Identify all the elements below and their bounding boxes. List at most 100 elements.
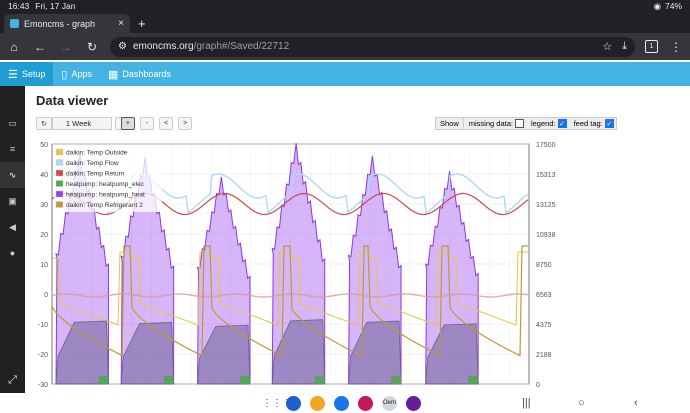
hamburger-icon: ☰ bbox=[8, 68, 18, 81]
missing-data-label: missing data: bbox=[468, 119, 513, 128]
y-left-tick-label: -20 bbox=[38, 352, 48, 359]
dashboard-icon: ▦ bbox=[107, 68, 119, 81]
browser-tab-strip: Emoncms - graph × + bbox=[0, 12, 690, 33]
y-right-tick-label: 17500 bbox=[536, 142, 556, 149]
app-contacts-icon[interactable] bbox=[286, 395, 301, 411]
address-bar[interactable]: ⚙ emoncms.org/graph#/Saved/22712 ☆ ⤓ bbox=[110, 36, 635, 57]
show-label: Show bbox=[436, 118, 464, 129]
back-button-icon[interactable]: ‹ bbox=[634, 397, 638, 409]
nav-setup-label: Setup bbox=[21, 69, 46, 79]
series-heatpump-elec-low bbox=[163, 375, 174, 384]
browser-toolbar: ⌂ ← → ↻ ⚙ emoncms.org/graph#/Saved/22712… bbox=[0, 33, 690, 60]
y-left-tick-label: 20 bbox=[40, 232, 48, 239]
y-left-tick-label: -10 bbox=[38, 322, 48, 329]
y-right-tick-label: 0 bbox=[536, 382, 540, 389]
y-left-tick-label: 50 bbox=[40, 142, 48, 149]
legend-label: legend: bbox=[530, 119, 556, 128]
recents-icon[interactable]: ||| bbox=[522, 397, 531, 409]
forward-icon[interactable]: → bbox=[60, 39, 72, 54]
pan-left-button[interactable]: < bbox=[158, 117, 174, 130]
sidebar-user-icon[interactable]: ● bbox=[9, 248, 16, 258]
tab-switcher-button[interactable]: 1 bbox=[645, 40, 658, 53]
sidebar: ▭ ≡ ∿ ▣ ◀ ● ⤢ bbox=[0, 86, 25, 393]
legend-box bbox=[54, 146, 162, 212]
y-left-tick-label: 10 bbox=[40, 262, 48, 269]
refresh-icon: ↻ bbox=[41, 120, 47, 128]
display-options: Show missing data: legend: ✓ feed tag: ✓ bbox=[435, 117, 617, 130]
legend-entry: heatpump: heatpump_heat bbox=[66, 192, 145, 199]
y-right-tick-label: 13125 bbox=[536, 202, 556, 209]
status-time: 16:43 bbox=[8, 1, 30, 11]
y-right-tick-label: 8750 bbox=[536, 262, 552, 269]
data-graph[interactable]: 50 17500 40 15313 30 13125 20 10938 10 8750 0 6563 -… bbox=[25, 138, 690, 393]
sidebar-feeds-icon[interactable]: ≡ bbox=[9, 144, 16, 154]
y-left-tick-label: 0 bbox=[44, 292, 48, 299]
home-icon[interactable]: ⌂ bbox=[10, 39, 18, 54]
nav-dashboards-label: Dashboards bbox=[122, 69, 171, 79]
emoncms-favicon-icon bbox=[10, 19, 19, 28]
wifi-icon: ◉ bbox=[653, 0, 661, 11]
nav-apps-label: Apps bbox=[71, 69, 92, 79]
series-temp-refrigerant bbox=[51, 245, 528, 358]
series-heatpump-elec-low bbox=[239, 375, 250, 384]
page-title: Data viewer bbox=[36, 93, 109, 108]
zoom-in-button[interactable]: + bbox=[120, 117, 135, 130]
legend-entry: daikin: Temp Refrigerant 2 bbox=[66, 202, 143, 209]
zoom-out-button[interactable]: - bbox=[139, 117, 154, 130]
series-heatpump-elec-low bbox=[98, 375, 109, 384]
missing-data-checkbox[interactable] bbox=[514, 119, 524, 128]
browser-tab[interactable]: Emoncms - graph × bbox=[4, 14, 130, 33]
apps-icon: ▯ bbox=[61, 68, 68, 81]
app-dock: ⋮⋮⋮ Oem bbox=[262, 393, 421, 413]
y-left-tick-label: 30 bbox=[40, 202, 48, 209]
app-messages-icon[interactable] bbox=[334, 395, 349, 411]
main-content: Data viewer ↻ 1 Week + - < > Show missin… bbox=[25, 86, 690, 393]
new-tab-button[interactable]: + bbox=[138, 16, 146, 31]
url-path: /graph#/Saved/22712 bbox=[193, 41, 290, 52]
app-email-icon[interactable] bbox=[406, 395, 421, 411]
sidebar-device-icon[interactable]: ▣ bbox=[8, 195, 17, 206]
app-files-icon[interactable] bbox=[310, 395, 325, 411]
app-camera-icon[interactable] bbox=[358, 395, 373, 411]
legend-checkbox[interactable]: ✓ bbox=[557, 119, 567, 128]
menu-dots-icon[interactable]: ⋮ bbox=[670, 39, 682, 54]
feed-tag-checkbox[interactable]: ✓ bbox=[604, 119, 614, 128]
sidebar-admin-icon[interactable]: ◀ bbox=[9, 221, 16, 232]
close-tab-icon[interactable]: × bbox=[118, 18, 124, 29]
sidebar-graphs-icon[interactable]: ∿ bbox=[0, 162, 25, 188]
y-right-tick-label: 15313 bbox=[536, 172, 556, 179]
emoncms-navbar: ☰ Setup ▯ Apps ▦ Dashboards bbox=[0, 62, 690, 86]
download-icon[interactable]: ⤓ bbox=[622, 40, 627, 52]
app-drawer-icon[interactable]: ⋮⋮⋮ bbox=[262, 397, 292, 409]
url-domain: emoncms.org bbox=[132, 41, 194, 52]
y-right-tick-label: 2188 bbox=[536, 352, 552, 359]
system-status-bar: 16:43 Fri, 17 Jan ◉ 74% bbox=[0, 0, 690, 12]
nav-setup[interactable]: ☰ Setup bbox=[0, 62, 54, 86]
nav-dashboards[interactable]: ▦ Dashboards bbox=[100, 62, 179, 86]
reload-icon[interactable]: ↻ bbox=[86, 39, 98, 54]
series-heatpump-elec-low bbox=[468, 375, 479, 384]
tab-title: Emoncms - graph bbox=[24, 18, 96, 29]
app-openenergy-icon[interactable]: Oem bbox=[382, 395, 397, 411]
refresh-button[interactable]: ↻ bbox=[36, 117, 52, 130]
timescale-select[interactable]: 1 Week bbox=[51, 117, 112, 130]
legend-entry: daikin: Temp Return bbox=[66, 171, 125, 178]
sidebar-inputs-icon[interactable]: ▭ bbox=[8, 117, 17, 128]
legend-entry: daikin: Temp Outside bbox=[66, 150, 128, 157]
site-info-icon[interactable]: ⚙ bbox=[118, 41, 127, 52]
pan-right-button[interactable]: > bbox=[178, 117, 193, 130]
series-heatpump-elec bbox=[55, 319, 479, 385]
nav-apps[interactable]: ▯ Apps bbox=[53, 62, 100, 86]
series-heatpump-elec-low bbox=[314, 375, 325, 384]
status-date: Fri, 17 Jan bbox=[35, 1, 76, 11]
legend-swatch bbox=[55, 201, 64, 208]
home-button-icon[interactable]: ○ bbox=[578, 397, 585, 409]
legend-swatch bbox=[55, 190, 64, 198]
back-icon[interactable]: ← bbox=[34, 39, 46, 54]
y-right-tick-label: 6563 bbox=[536, 292, 552, 299]
expand-sidebar-icon[interactable]: ⤢ bbox=[8, 374, 17, 386]
y-left-tick-label: -30 bbox=[38, 382, 48, 389]
bookmark-star-icon[interactable]: ☆ bbox=[602, 41, 613, 53]
legend-entry: daikin: Temp Flow bbox=[66, 160, 119, 167]
y-right-tick-label: 10938 bbox=[536, 232, 556, 239]
